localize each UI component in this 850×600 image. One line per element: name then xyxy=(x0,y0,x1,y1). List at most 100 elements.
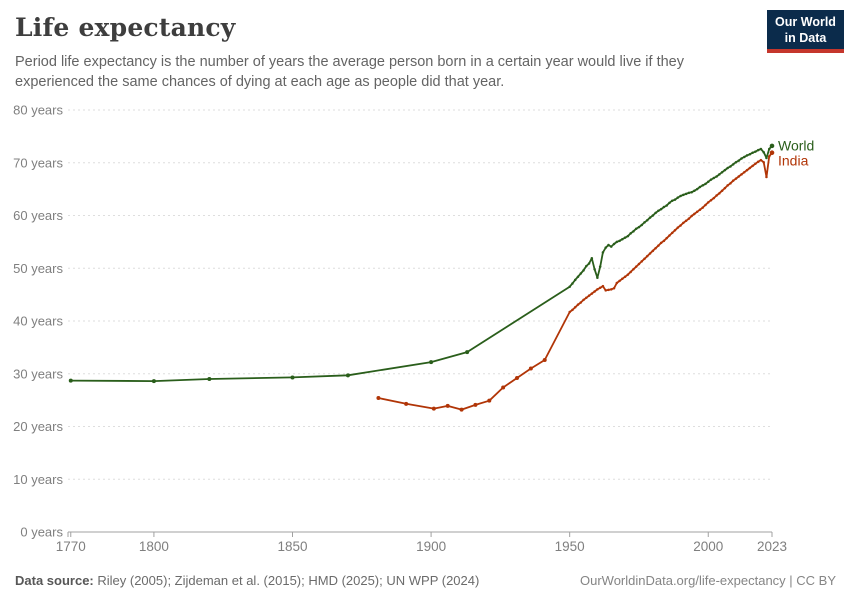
x-tick-label-1770: 1770 xyxy=(56,539,86,554)
india-data-point xyxy=(684,219,688,223)
world-line-series[interactable] xyxy=(69,145,773,382)
world-data-point xyxy=(698,185,702,189)
world-data-point xyxy=(754,150,757,153)
owid-logo: Our World in Data xyxy=(767,10,844,53)
india-data-point xyxy=(690,214,693,218)
india-data-point xyxy=(754,162,757,166)
world-data-point xyxy=(587,262,591,265)
india-data-point xyxy=(707,201,710,204)
world-data-point xyxy=(668,201,671,205)
india-data-point xyxy=(431,406,436,411)
india-data-point xyxy=(673,229,677,232)
world-data-point xyxy=(745,154,749,157)
world-data-point xyxy=(767,147,771,151)
y-tick-label-40: 40 years xyxy=(13,314,63,329)
world-data-point xyxy=(723,168,727,172)
india-data-point xyxy=(582,298,585,302)
india-data-point xyxy=(598,286,602,290)
india-data-point xyxy=(568,310,571,314)
india-data-point xyxy=(745,168,749,172)
india-data-point xyxy=(612,287,616,290)
world-data-point xyxy=(676,196,680,199)
india-data-point xyxy=(679,224,682,227)
india-data-point xyxy=(659,241,663,245)
india-data-point xyxy=(579,301,583,304)
india-data-point xyxy=(726,184,729,187)
world-data-point xyxy=(607,243,610,247)
data-source-text: Riley (2005); Zijdeman et al. (2015); HM… xyxy=(93,573,480,588)
india-data-point xyxy=(715,194,718,197)
india-data-point xyxy=(737,175,740,178)
india-data-point xyxy=(657,244,660,247)
world-data-point xyxy=(632,230,635,233)
world-data-point xyxy=(734,160,738,164)
world-data-point xyxy=(651,214,655,217)
x-tick-label-2023: 2023 xyxy=(757,539,787,554)
india-data-point xyxy=(759,158,763,162)
india-data-point xyxy=(643,257,646,261)
y-tick-label-50: 50 years xyxy=(13,261,63,276)
india-data-point xyxy=(459,407,464,412)
india-data-point xyxy=(718,192,721,195)
india-data-point xyxy=(621,277,624,281)
data-source-label: Data source: xyxy=(15,573,94,588)
india-data-point xyxy=(740,173,743,176)
india-data-point xyxy=(720,189,724,192)
india-data-point xyxy=(593,290,596,293)
world-data-point xyxy=(707,180,710,183)
world-data-point xyxy=(704,182,707,186)
india-data-point xyxy=(634,265,638,268)
world-data-point xyxy=(609,245,613,248)
india-data-point xyxy=(626,273,630,276)
india-data-point xyxy=(765,175,768,179)
world-data-point xyxy=(579,272,583,275)
world-data-point xyxy=(665,204,668,207)
y-tick-label-60: 60 years xyxy=(13,208,63,223)
india-data-point xyxy=(637,262,641,266)
india-data-point xyxy=(528,366,533,371)
world-data-point xyxy=(740,157,743,160)
x-tick-label-2000: 2000 xyxy=(693,539,723,554)
chart-footer: Data source: Riley (2005); Zijdeman et a… xyxy=(15,573,836,588)
page-title: Life expectancy xyxy=(15,13,236,42)
india-data-point xyxy=(585,296,588,300)
x-tick-label-1850: 1850 xyxy=(277,539,307,554)
owid-logo-line-2: in Data xyxy=(784,31,827,45)
owid-logo-line-1: Our World xyxy=(775,15,836,29)
world-data-point xyxy=(601,251,605,254)
world-data-point xyxy=(682,193,685,197)
india-data-point xyxy=(769,150,775,156)
y-tick-label-20: 20 years xyxy=(13,419,63,434)
world-data-point xyxy=(673,198,677,201)
world-data-point xyxy=(604,246,607,249)
world-data-point xyxy=(626,234,630,238)
world-data-point xyxy=(712,176,716,180)
india-data-point xyxy=(695,210,699,214)
india-data-point xyxy=(668,234,671,237)
world-data-point xyxy=(701,184,704,187)
india-data-point xyxy=(704,203,707,207)
x-tick-label-1900: 1900 xyxy=(416,539,446,554)
india-data-point xyxy=(712,196,716,200)
india-data-point xyxy=(623,275,627,278)
india-data-point xyxy=(596,288,599,291)
india-data-point xyxy=(693,212,696,216)
india-data-point xyxy=(376,396,381,401)
world-data-point xyxy=(621,237,624,241)
india-data-point xyxy=(654,246,657,250)
world-data-point xyxy=(612,242,616,246)
world-series-label: World xyxy=(778,137,814,153)
india-data-point xyxy=(762,160,765,164)
india-data-point xyxy=(587,294,591,297)
world-data-point xyxy=(731,163,735,166)
india-data-point xyxy=(590,292,594,295)
india-data-point xyxy=(651,249,655,253)
y-tick-label-30: 30 years xyxy=(13,366,63,381)
india-data-point xyxy=(640,260,643,263)
india-data-point xyxy=(404,401,409,406)
world-data-point xyxy=(662,205,666,209)
india-data-point xyxy=(709,198,713,202)
world-data-point xyxy=(637,225,641,229)
